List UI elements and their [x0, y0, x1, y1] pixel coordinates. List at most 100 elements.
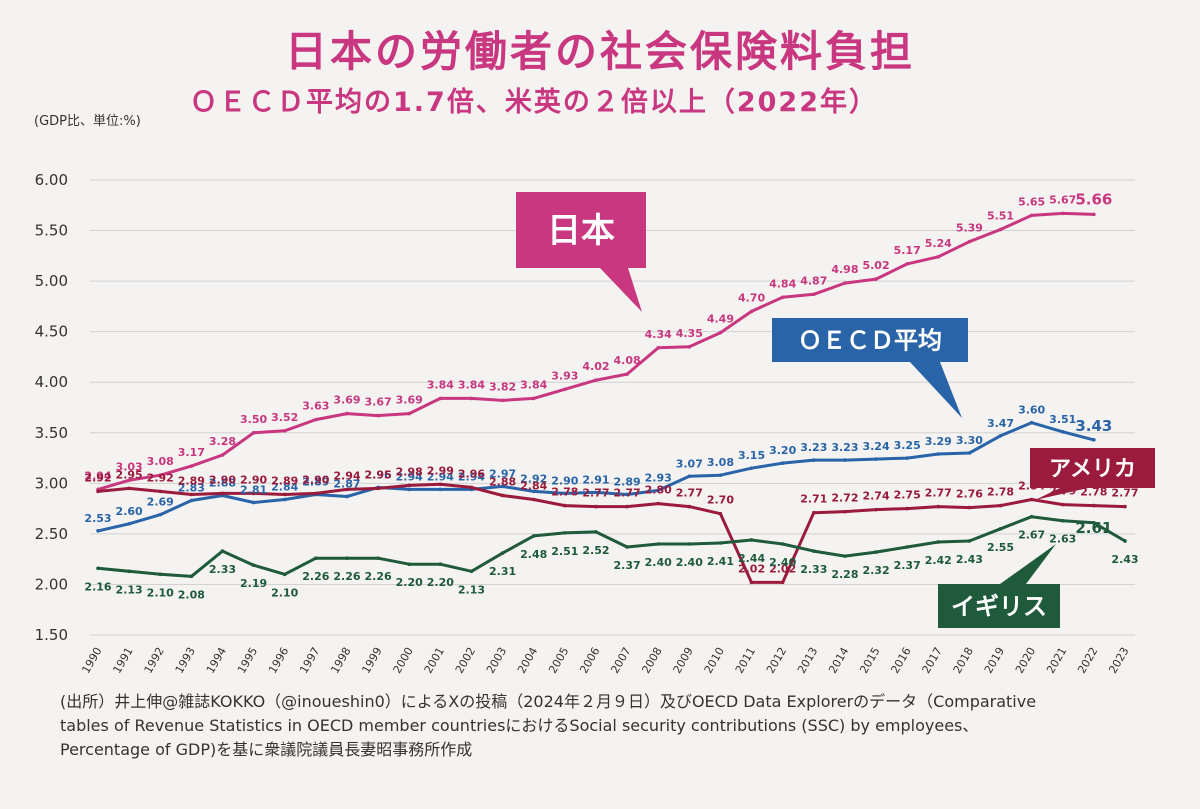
data-label: 2.77 [1111, 487, 1138, 500]
data-point [749, 466, 754, 470]
data-point [282, 428, 287, 433]
data-point [251, 491, 256, 496]
x-tick-label: 1991 [110, 645, 135, 676]
data-point [158, 572, 163, 577]
data-point [345, 494, 349, 499]
data-label: 2.89 [178, 474, 205, 487]
data-label: 2.89 [302, 475, 329, 488]
data-point [96, 489, 100, 494]
data-point [998, 434, 1003, 438]
x-tick-label: 2022 [1075, 645, 1100, 676]
data-point [718, 473, 723, 478]
data-point [282, 492, 287, 497]
data-label: 2.44 [738, 552, 765, 565]
data-label: 2.20 [427, 576, 454, 589]
chart-title: 日本の労働者の社会保険料負担 [284, 27, 915, 76]
data-point [594, 490, 598, 495]
data-point [376, 413, 380, 418]
data-label: 3.23 [831, 441, 858, 454]
data-point [563, 503, 567, 508]
data-label: 2.93 [645, 471, 672, 484]
data-label: 3.20 [769, 444, 796, 457]
data-label: 2.51 [551, 545, 578, 558]
data-label: 2.13 [458, 583, 485, 596]
data-point [625, 504, 629, 509]
data-label: 2.31 [489, 565, 516, 578]
data-point [811, 510, 816, 515]
x-tick-label: 2015 [857, 645, 882, 676]
data-label: 2.28 [831, 568, 858, 581]
data-label: 5.17 [894, 244, 921, 257]
data-point [718, 511, 723, 516]
data-label: 2.90 [551, 474, 578, 487]
callout-label: 日本 [547, 211, 615, 251]
series-line [97, 515, 1126, 578]
series-line [97, 482, 1126, 584]
data-label: 3.69 [333, 394, 360, 407]
data-point [407, 483, 412, 488]
data-label: 2.90 [302, 473, 329, 486]
data-label: 3.23 [800, 441, 827, 454]
data-point [189, 492, 194, 497]
data-point [811, 292, 816, 297]
data-label: 3.50 [240, 413, 267, 426]
data-label: 2.02 [769, 562, 796, 575]
x-tick-label: 2001 [422, 645, 447, 676]
data-point [687, 474, 692, 479]
data-label: 2.72 [831, 492, 858, 505]
data-point [936, 504, 941, 509]
data-point [189, 498, 194, 503]
data-label: 2.41 [707, 555, 734, 568]
data-point [780, 461, 785, 465]
callout-box [516, 192, 646, 268]
data-point [1123, 504, 1127, 509]
data-label: 2.84 [271, 481, 298, 494]
data-point [314, 491, 318, 496]
data-point [251, 563, 256, 568]
x-tick-label: 1994 [204, 645, 229, 676]
callout-label: ＯＥＣＤ平均 [798, 327, 942, 355]
data-label: 2.94 [333, 469, 360, 482]
data-label: 2.77 [925, 487, 952, 500]
data-point [438, 487, 443, 492]
data-label: 2.88 [209, 476, 236, 489]
data-label: 2.94 [396, 470, 423, 483]
data-label: 5.51 [987, 210, 1014, 223]
data-label: 3.25 [894, 439, 921, 452]
data-point [189, 574, 194, 579]
x-tick-label: 2002 [453, 645, 478, 676]
callout-label: アメリカ [1049, 457, 1136, 482]
data-point [1029, 213, 1034, 218]
y-tick-label: 1.50 [35, 626, 68, 644]
x-tick-label: 2014 [826, 645, 851, 676]
data-label: 2.26 [302, 570, 329, 583]
data-label: 2.78 [1080, 486, 1107, 499]
data-label: 4.49 [707, 313, 734, 326]
data-label: 2.80 [645, 484, 672, 497]
data-label: 2.92 [147, 471, 174, 484]
data-point [656, 488, 660, 493]
data-point [998, 227, 1003, 232]
chart-subtitle: ＯＥＣＤ平均の1.7倍、米英の２倍以上（2022年） [190, 87, 878, 118]
data-point [780, 295, 785, 300]
data-label: 2.78 [551, 486, 578, 499]
data-label: 2.71 [800, 493, 827, 506]
data-label: 4.34 [645, 328, 672, 341]
data-label: 4.02 [582, 360, 609, 373]
data-point [936, 255, 941, 259]
data-point [345, 556, 349, 560]
data-label: 3.17 [178, 446, 205, 459]
data-label: 2.08 [178, 588, 205, 601]
data-label: 3.43 [1075, 417, 1112, 435]
data-label: 2.92 [520, 472, 547, 485]
data-point [1092, 438, 1096, 442]
data-point [563, 387, 567, 392]
data-point [936, 540, 941, 544]
data-label: 2.89 [613, 475, 640, 488]
callout-label: イギリス [951, 593, 1047, 621]
data-point [220, 453, 225, 457]
data-label: 2.10 [271, 586, 298, 599]
data-point [625, 492, 629, 497]
data-label: 2.94 [427, 470, 454, 483]
data-label: 2.76 [956, 488, 983, 501]
